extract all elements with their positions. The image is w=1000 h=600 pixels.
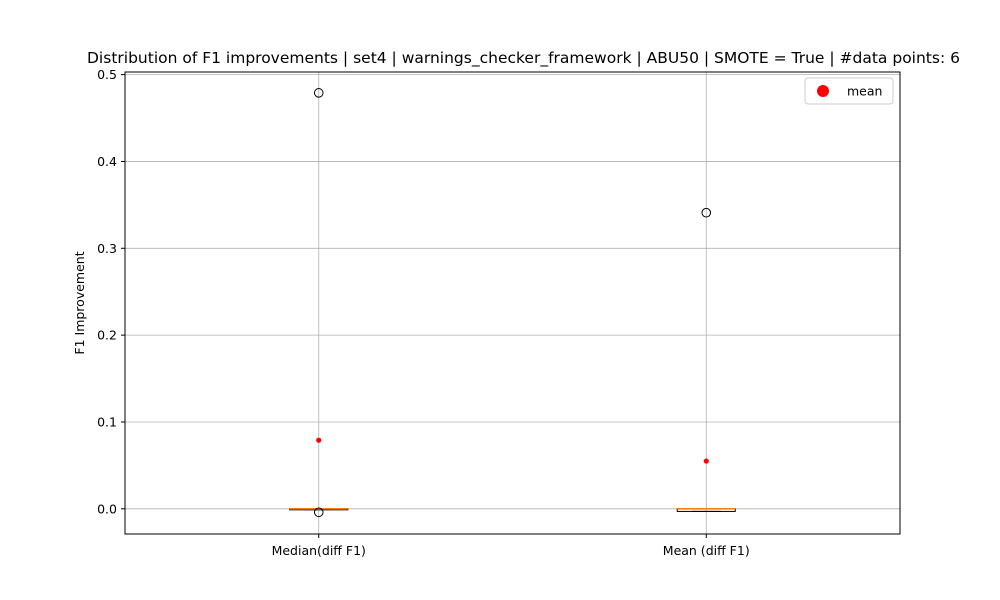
chart-title: Distribution of F1 improvements | set4 |… <box>87 49 960 68</box>
mean-point <box>316 437 322 443</box>
outlier-point <box>313 507 324 518</box>
y-axis: 0.0 0.1 0.2 0.3 0.4 0.5 <box>97 67 125 516</box>
box-group <box>676 207 736 512</box>
y-axis-label: F1 Improvement <box>72 251 87 354</box>
legend-label: mean <box>847 84 882 99</box>
y-tick-label: 0.3 <box>97 241 117 256</box>
outlier-point <box>313 88 324 98</box>
x-tick-label: Median(diff F1) <box>272 543 366 558</box>
y-tick-label: 0.2 <box>97 328 117 343</box>
legend: mean <box>804 77 894 105</box>
y-tick-label: 0.1 <box>97 414 117 429</box>
box-group <box>289 88 349 518</box>
outlier-point <box>701 207 712 218</box>
y-tick-label: 0.0 <box>97 501 117 516</box>
legend-box <box>804 77 894 105</box>
x-axis: Median(diff F1) Mean (diff F1) <box>272 534 750 558</box>
plot-area-frame <box>124 71 901 535</box>
y-tick-label: 0.4 <box>97 154 117 169</box>
y-tick-label: 0.5 <box>97 67 117 82</box>
mean-point <box>703 458 709 464</box>
legend-marker <box>817 85 829 97</box>
grid-lines <box>125 72 900 534</box>
box-plot-series <box>289 88 736 518</box>
x-tick-label: Mean (diff F1) <box>663 543 750 558</box>
